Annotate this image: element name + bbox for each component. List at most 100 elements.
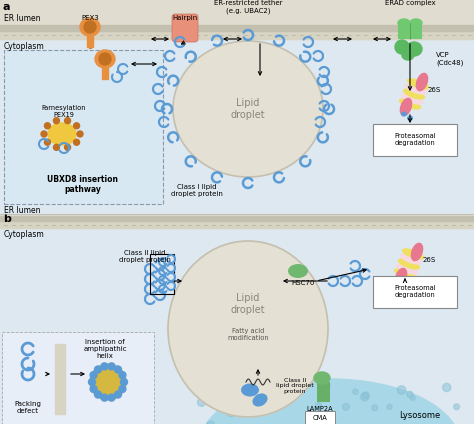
Ellipse shape (403, 89, 424, 99)
Ellipse shape (402, 285, 408, 290)
FancyBboxPatch shape (305, 411, 335, 424)
Circle shape (331, 422, 336, 424)
Circle shape (298, 388, 303, 393)
Text: ER-restricted tether
(e.g. UBAC2): ER-restricted tether (e.g. UBAC2) (214, 0, 282, 14)
Ellipse shape (394, 269, 415, 279)
Ellipse shape (401, 98, 411, 116)
Ellipse shape (398, 19, 410, 27)
Ellipse shape (402, 249, 423, 259)
Circle shape (316, 402, 321, 408)
FancyBboxPatch shape (2, 332, 154, 424)
Circle shape (94, 391, 101, 398)
Bar (0, 31, 474, 39)
Text: Insertion of
amphipathic
helix: Insertion of amphipathic helix (83, 339, 127, 359)
Bar (55, 344, 60, 414)
Ellipse shape (48, 123, 76, 145)
Ellipse shape (396, 282, 402, 287)
Ellipse shape (253, 393, 267, 407)
Ellipse shape (200, 379, 460, 424)
Circle shape (64, 144, 71, 151)
Bar (0, 0, 474, 39)
Circle shape (119, 371, 126, 379)
Circle shape (454, 404, 459, 410)
Text: Class II
lipid droplet
protein: Class II lipid droplet protein (276, 378, 314, 394)
Text: Hairpin: Hairpin (173, 15, 198, 21)
Circle shape (387, 404, 392, 410)
Circle shape (293, 385, 301, 393)
Ellipse shape (406, 42, 422, 56)
Circle shape (362, 392, 369, 399)
Text: Class I lipid
droplet protein: Class I lipid droplet protein (171, 184, 223, 197)
Ellipse shape (408, 79, 428, 89)
Ellipse shape (397, 264, 418, 274)
Bar (102, 67, 108, 79)
Bar (325, 382, 330, 402)
Bar (398, 23, 422, 39)
Text: ERAD complex: ERAD complex (385, 0, 435, 6)
Ellipse shape (401, 94, 422, 104)
Circle shape (94, 366, 101, 373)
Circle shape (238, 387, 246, 395)
Text: CMA: CMA (313, 415, 328, 421)
Circle shape (397, 386, 406, 394)
Circle shape (64, 118, 71, 124)
Text: PEX3: PEX3 (81, 15, 99, 21)
FancyBboxPatch shape (4, 50, 163, 204)
Ellipse shape (99, 53, 111, 65)
Ellipse shape (95, 50, 115, 68)
Text: Lipid
droplet: Lipid droplet (231, 98, 265, 120)
Ellipse shape (400, 99, 420, 109)
Text: Lipid
droplet: Lipid droplet (231, 293, 265, 315)
Bar (87, 35, 93, 47)
Ellipse shape (314, 372, 330, 384)
Circle shape (54, 118, 59, 124)
Bar (0, 228, 474, 424)
Ellipse shape (411, 243, 423, 261)
Text: HSC70: HSC70 (292, 280, 315, 286)
Circle shape (353, 389, 358, 394)
Circle shape (290, 382, 299, 391)
Ellipse shape (401, 254, 421, 264)
Ellipse shape (407, 115, 413, 120)
Text: 26S: 26S (428, 87, 441, 93)
Bar (150, 254, 174, 294)
FancyBboxPatch shape (373, 124, 457, 156)
Text: Class II lipid
droplet protein: Class II lipid droplet protein (119, 250, 171, 263)
Text: LAMP2A: LAMP2A (307, 406, 333, 412)
Ellipse shape (288, 264, 308, 278)
Circle shape (115, 391, 121, 398)
Circle shape (120, 379, 128, 385)
Bar (60, 344, 65, 414)
Bar (0, 221, 474, 228)
Circle shape (45, 139, 50, 145)
Ellipse shape (80, 18, 100, 36)
Ellipse shape (395, 40, 409, 54)
Text: Proteasomal
degradation: Proteasomal degradation (394, 285, 436, 298)
Text: Cytoplasm: Cytoplasm (4, 230, 45, 239)
Circle shape (54, 144, 59, 151)
Text: Lysosome: Lysosome (400, 412, 441, 421)
Circle shape (108, 394, 115, 401)
Circle shape (73, 123, 80, 129)
Text: VCP
(Cdc48): VCP (Cdc48) (436, 52, 464, 66)
Bar (0, 216, 474, 221)
Circle shape (206, 390, 212, 396)
Circle shape (207, 421, 214, 424)
Circle shape (73, 139, 80, 145)
Circle shape (45, 123, 50, 129)
Circle shape (90, 371, 97, 379)
Circle shape (90, 364, 126, 400)
Circle shape (119, 385, 126, 393)
Circle shape (101, 394, 108, 401)
Ellipse shape (84, 21, 96, 33)
Text: b: b (3, 214, 11, 224)
Bar (317, 382, 322, 402)
Text: 26S: 26S (423, 257, 436, 263)
Ellipse shape (401, 112, 407, 117)
Text: Fatty acid
modification: Fatty acid modification (227, 327, 269, 340)
Circle shape (407, 391, 413, 398)
Bar (0, 25, 474, 31)
Bar (0, 214, 474, 228)
Circle shape (108, 363, 115, 370)
Text: Cytoplasm: Cytoplasm (4, 42, 45, 51)
